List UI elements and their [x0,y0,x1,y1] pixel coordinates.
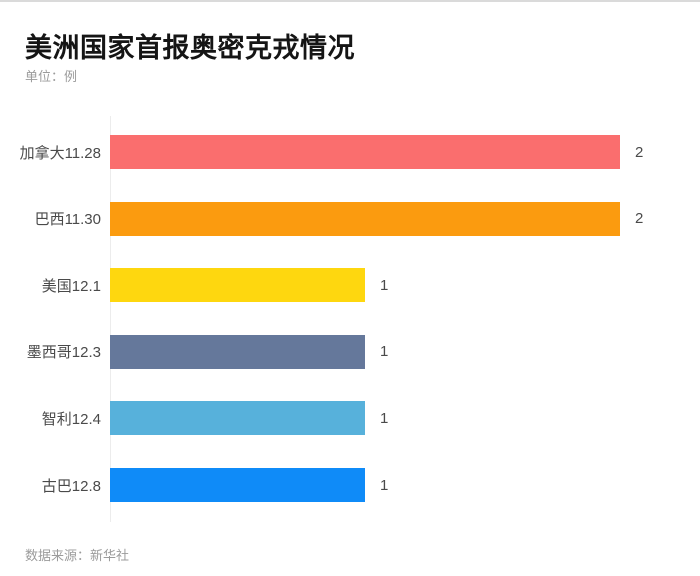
y-axis-line [110,116,111,522]
value-label: 1 [380,409,389,427]
bar-row: 墨西哥12.3 1 [0,334,700,369]
value-label: 1 [380,276,389,294]
bar-row: 古巴12.8 1 [0,468,700,502]
category-label: 古巴12.8 [41,477,101,495]
bar-row: 加拿大11.28 2 [0,135,700,169]
value-label: 2 [635,210,644,228]
value-label: 1 [380,476,389,494]
category-label: 美国12.1 [41,277,101,295]
bar [110,334,365,369]
bar [110,468,365,502]
bar [110,201,620,236]
bar-row: 智利12.4 1 [0,401,700,436]
value-label: 2 [635,143,644,161]
category-label: 加拿大11.28 [19,144,101,162]
category-label: 巴西11.30 [34,211,101,229]
bar-row: 巴西11.30 2 [0,201,700,236]
unit-label: 单位：例 [25,69,78,84]
category-label: 墨西哥12.3 [26,344,101,362]
source-note: 数据来源：新华社 [25,548,130,563]
bar [110,135,620,169]
bar [110,401,365,436]
chart-title: 美洲国家首报奥密克戎情况 [25,33,355,63]
category-label: 智利12.4 [41,410,101,428]
bar-row: 美国12.1 1 [0,268,700,303]
bar [110,268,365,303]
value-label: 1 [380,343,389,361]
